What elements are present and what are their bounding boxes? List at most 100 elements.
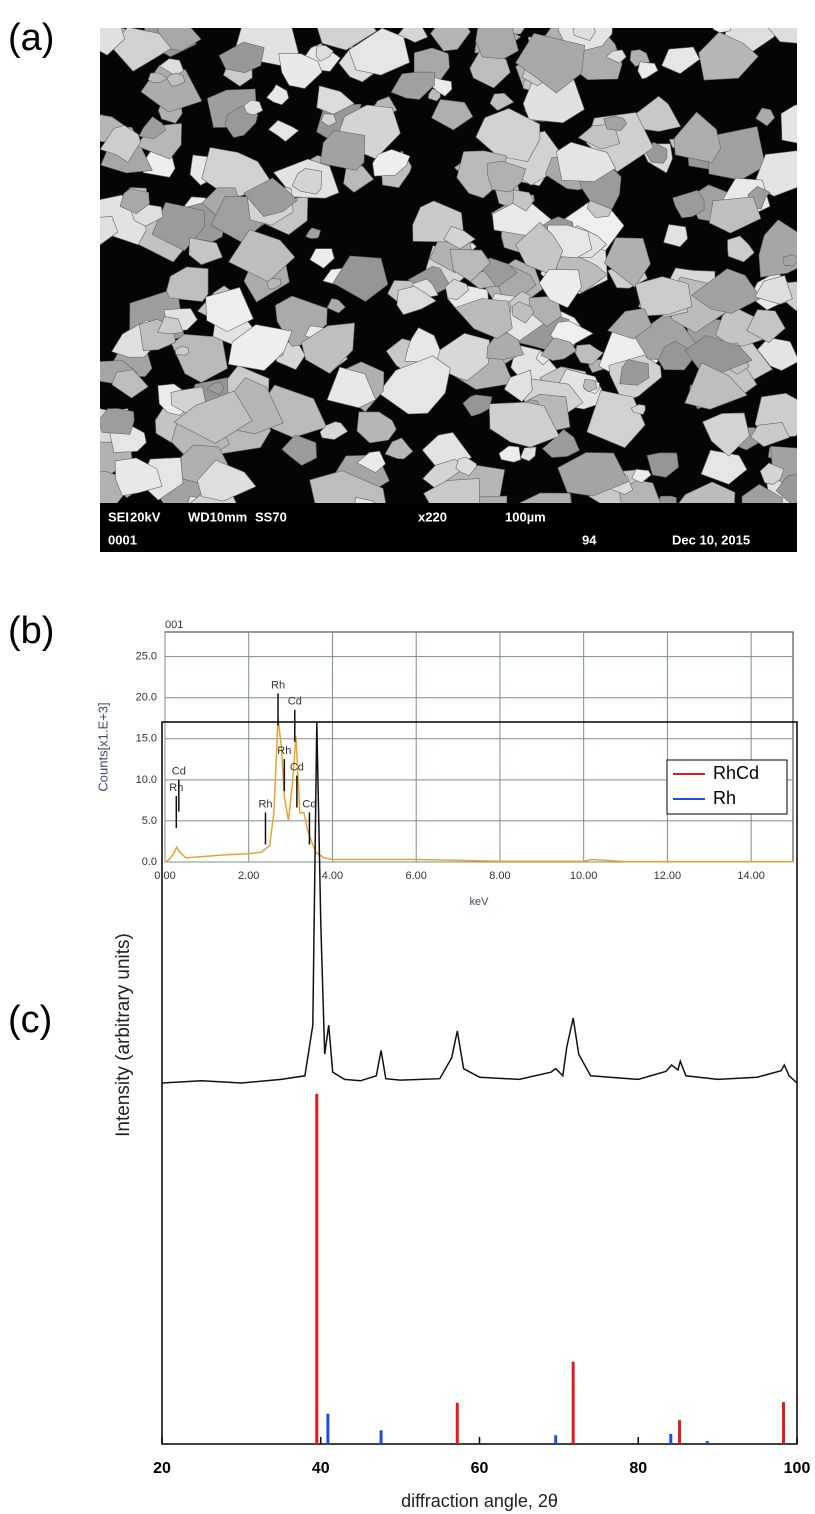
sem-info: SEI [108, 509, 129, 524]
particle [512, 189, 535, 212]
sem-info: 94 [582, 532, 597, 547]
particle [316, 85, 355, 115]
sem-info: SS70 [255, 509, 287, 524]
particle [746, 309, 786, 343]
particle [757, 337, 797, 371]
particle [698, 31, 759, 81]
particle [268, 119, 300, 142]
particle [343, 163, 374, 193]
particle [712, 28, 732, 33]
particle [396, 285, 437, 315]
y-tick-label: 15.0 [136, 733, 157, 745]
particle [663, 224, 688, 248]
info-bar [100, 503, 797, 552]
particle [315, 45, 334, 62]
particle [672, 189, 705, 219]
y-axis-label: Intensity (arbitrary units) [113, 933, 134, 1137]
particle [455, 456, 477, 477]
particle [372, 149, 411, 177]
particle [301, 322, 355, 374]
x-tick-label: 100 [784, 1460, 811, 1477]
y-tick-label: 20.0 [136, 692, 157, 704]
peak-label: Rh [277, 745, 291, 757]
particle [603, 237, 651, 288]
particle [431, 99, 474, 131]
particle [782, 254, 797, 267]
sem-info: 0001 [108, 532, 137, 547]
particle [607, 308, 653, 340]
pattern-line [161, 721, 798, 1084]
particle [114, 457, 163, 497]
x-tick-label: 80 [629, 1460, 647, 1477]
x-axis-label: diffraction angle, 2θ [401, 1491, 558, 1511]
x-tick-label: 2.00 [238, 870, 259, 882]
particle [384, 437, 414, 460]
particle [498, 445, 522, 463]
particle [469, 50, 511, 89]
legend-label: RhCd [713, 763, 759, 783]
sem-info: Dec 10, 2015 [672, 532, 750, 547]
particle [205, 287, 254, 332]
particle [605, 49, 627, 64]
y-axis-label: Counts[x1.E+3] [95, 702, 110, 791]
y-tick-label: 5.0 [142, 815, 157, 827]
peak-label: Cd [302, 798, 316, 810]
particle [243, 99, 264, 116]
x-tick-label: 4.00 [322, 870, 343, 882]
x-tick-label: 12.00 [654, 870, 682, 882]
particle [661, 46, 701, 74]
particle [396, 28, 429, 43]
plot-frame [164, 631, 794, 863]
particle [702, 412, 750, 457]
particle [637, 61, 659, 80]
particle [320, 113, 337, 127]
particle [206, 381, 225, 396]
particle [741, 484, 783, 503]
particle [708, 196, 762, 234]
particle [319, 129, 366, 171]
particle [326, 366, 377, 409]
particle [197, 459, 257, 502]
particle [175, 345, 189, 356]
particle [377, 355, 451, 415]
x-tick-label: 10.00 [570, 870, 598, 882]
particle [572, 28, 596, 42]
particle [489, 92, 515, 111]
x-tick-label: 6.00 [405, 870, 426, 882]
particle [266, 277, 281, 290]
particle [266, 84, 290, 106]
particle [780, 104, 797, 144]
particle [317, 28, 377, 51]
particle [326, 298, 346, 314]
particle [166, 266, 209, 302]
particle [542, 429, 580, 458]
particle [555, 141, 616, 182]
x-tick-label: 14.00 [737, 870, 765, 882]
particle [291, 168, 323, 195]
spectrum-line [164, 718, 793, 863]
particle [100, 408, 135, 435]
legend-box [666, 759, 788, 815]
particle [218, 41, 265, 74]
particle [227, 324, 293, 371]
panel-label: (a) [8, 17, 54, 59]
particle [630, 404, 646, 415]
sem-particles [100, 28, 797, 503]
particle [423, 478, 480, 503]
particle [119, 188, 150, 214]
peak-label: Cd [172, 766, 186, 778]
x-tick-label: 0.00 [154, 870, 175, 882]
particle [678, 481, 736, 503]
peak-label: Rh [271, 679, 285, 691]
particle [430, 28, 471, 52]
particle [755, 107, 775, 127]
peak-label: Cd [290, 761, 304, 773]
particle [100, 28, 126, 56]
particle [750, 422, 790, 447]
particle [488, 401, 560, 448]
sem-info: WD10mm [188, 509, 247, 524]
particle [486, 160, 527, 193]
x-tick-label: 60 [471, 1460, 489, 1477]
particle [454, 298, 513, 339]
